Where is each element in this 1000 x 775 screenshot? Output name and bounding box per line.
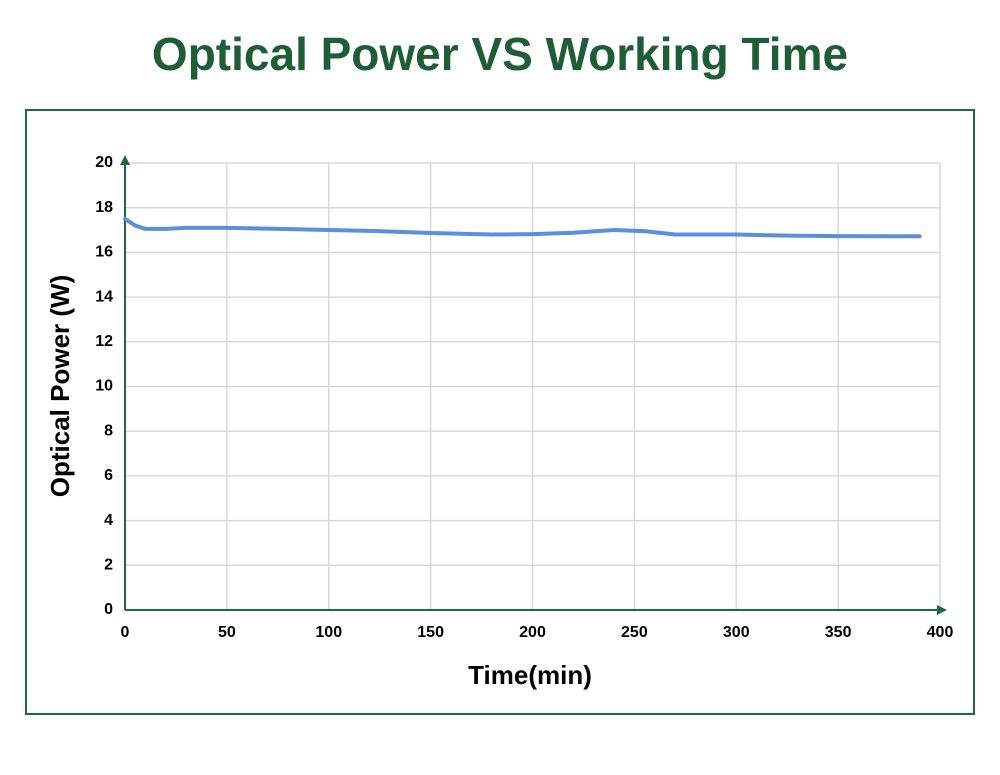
chart-title: Optical Power VS Working Time [152, 28, 848, 80]
x-tick-label: 300 [723, 624, 750, 641]
y-tick-label: 10 [95, 378, 113, 395]
x-axis-label: Time(min) [468, 660, 592, 690]
y-tick-label: 6 [104, 467, 113, 484]
x-tick-label: 150 [417, 624, 444, 641]
x-tick-label: 250 [621, 624, 648, 641]
y-axis-label: Optical Power (W) [45, 275, 75, 497]
y-tick-label: 16 [95, 244, 113, 261]
x-tick-label: 350 [825, 624, 852, 641]
data-line [123, 216, 922, 239]
y-tick-label: 4 [104, 512, 113, 529]
x-tick-label: 50 [218, 624, 236, 641]
y-tick-label: 18 [95, 199, 113, 216]
y-tick-label: 0 [104, 601, 113, 618]
chart-frame [25, 109, 975, 715]
y-tick-label: 20 [95, 154, 113, 171]
y-tick-label: 12 [95, 333, 113, 350]
x-tick-label: 200 [519, 624, 546, 641]
y-tick-label: 8 [104, 422, 113, 439]
x-tick-label: 400 [927, 624, 954, 641]
x-tick-label: 0 [121, 624, 130, 641]
x-tick-label: 100 [315, 624, 342, 641]
y-tick-label: 2 [104, 557, 113, 574]
y-tick-label: 14 [95, 288, 113, 305]
